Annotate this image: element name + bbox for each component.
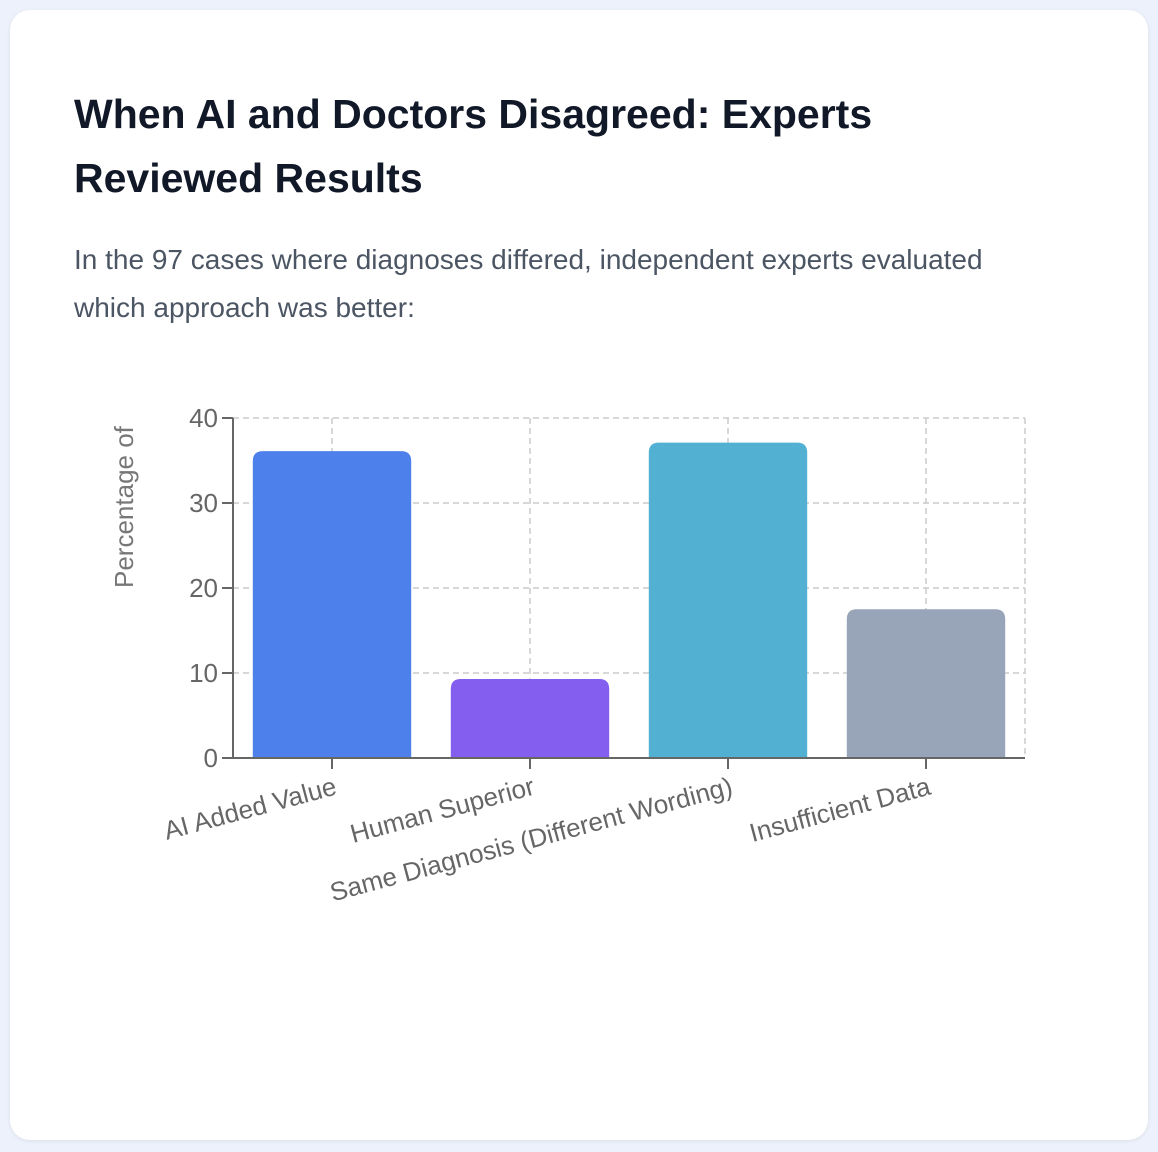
page-subtitle: In the 97 cases where diagnoses differed…	[74, 244, 983, 323]
y-axis-label: Percentage of	[109, 425, 139, 588]
x-tick-label: Insufficient Data	[746, 771, 934, 848]
y-tick-label: 30	[189, 488, 218, 518]
y-tick-label: 10	[189, 658, 218, 688]
bar-3	[846, 609, 1006, 758]
chart-card: When AI and Doctors Disagreed: Experts R…	[10, 10, 1148, 1140]
x-tick-label: AI Added Value	[161, 771, 340, 846]
y-tick-label: 40	[189, 403, 218, 433]
bar-0	[252, 451, 412, 758]
y-tick-label: 20	[189, 573, 218, 603]
bar-1	[450, 678, 610, 758]
bar-2	[648, 442, 808, 758]
page-title: When AI and Doctors Disagreed: Experts R…	[74, 91, 873, 201]
y-tick-label: 0	[204, 743, 218, 773]
